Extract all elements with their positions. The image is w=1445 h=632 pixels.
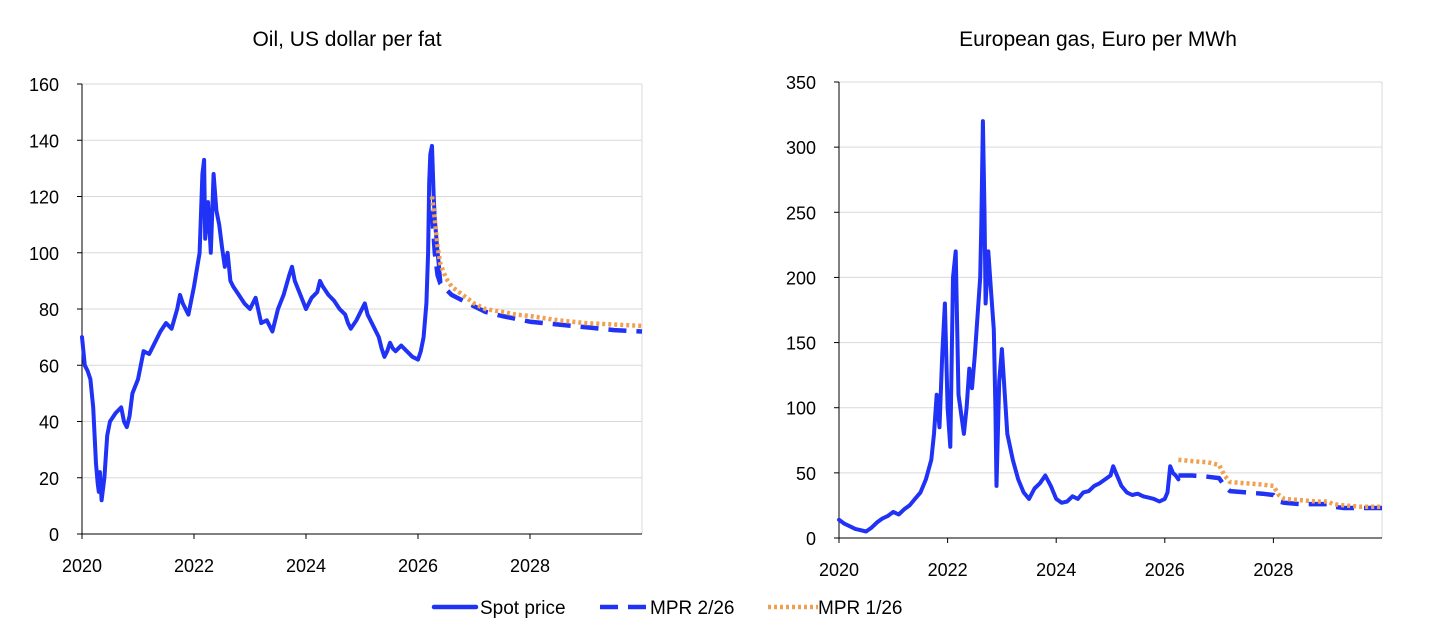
oil-x-tick-label-2028: 2028	[510, 556, 550, 576]
gas-x-tick-label-2022: 2022	[928, 560, 968, 580]
gas-series-lines	[837, 119, 1382, 534]
gas-y-tick-label-150: 150	[786, 334, 816, 354]
legend-label-mpr-feb: MPR 2/26	[650, 598, 734, 619]
oil-y-tick-label-40: 40	[39, 413, 59, 433]
chart-legend: Spot price MPR 2/26 MPR 1/26	[431, 598, 902, 619]
gas-chart-panel: European gas, Euro per MWh 0 50 100 150 200 2…	[786, 28, 1383, 580]
oil-y-tick-label-140: 140	[29, 131, 59, 151]
gas-x-tick-label-2024: 2024	[1036, 560, 1076, 580]
oil-x-tick-label-2022: 2022	[174, 556, 214, 576]
oil-series-mpr-2-26	[429, 210, 643, 334]
legend-label-spot: Spot price	[480, 598, 566, 619]
oil-x-tick-labels: 2020 2022 2024 2026 2028	[62, 534, 550, 576]
oil-y-tick-label-60: 60	[39, 356, 59, 376]
oil-y-tick-labels: 0 20 40 60 80 100 120 140 160	[29, 75, 82, 545]
oil-x-tick-label-2020: 2020	[62, 556, 102, 576]
oil-x-tick-label-2026: 2026	[398, 556, 438, 576]
gas-y-tick-label-250: 250	[786, 203, 816, 223]
oil-x-tick-label-2024: 2024	[286, 556, 326, 576]
oil-chart-title: Oil, US dollar per fat	[252, 28, 441, 51]
gas-y-tick-label-200: 200	[786, 268, 816, 288]
oil-series-spot-price	[80, 143, 443, 503]
gas-y-tick-label-300: 300	[786, 138, 816, 158]
oil-y-tick-label-20: 20	[39, 469, 59, 489]
oil-y-tick-label-80: 80	[39, 300, 59, 320]
gas-series-mpr-2-26	[1178, 473, 1382, 511]
gas-axes	[838, 82, 1382, 539]
oil-series-lines	[80, 143, 643, 503]
oil-y-tick-label-160: 160	[29, 75, 59, 95]
oil-chart-panel: Oil, US dollar per fat 0 20 40 60 80 100 120 14…	[29, 28, 643, 576]
oil-series-mpr-1-26	[429, 196, 643, 329]
gas-x-tick-label-2026: 2026	[1145, 560, 1185, 580]
oil-y-tick-label-120: 120	[29, 188, 59, 208]
gas-gridlines	[839, 81, 1383, 538]
gas-series-spot-price	[837, 119, 1181, 534]
gas-x-tick-label-2028: 2028	[1253, 560, 1293, 580]
gas-x-tick-labels: 2020 2022 2024 2026 2028	[819, 538, 1293, 580]
gas-y-tick-label-0: 0	[806, 529, 816, 549]
gas-series-mpr-1-26	[1178, 457, 1382, 509]
gas-y-tick-label-50: 50	[796, 464, 816, 484]
legend-label-mpr-jan: MPR 1/26	[818, 598, 902, 619]
gas-y-tick-label-100: 100	[786, 399, 816, 419]
gas-y-tick-labels: 0 50 100 150 200 250 300 350	[786, 73, 839, 549]
gas-y-tick-label-350: 350	[786, 73, 816, 93]
gas-x-tick-label-2020: 2020	[819, 560, 859, 580]
gas-chart-title: European gas, Euro per MWh	[959, 28, 1237, 51]
oil-y-tick-label-0: 0	[49, 525, 59, 545]
oil-y-tick-label-100: 100	[29, 244, 59, 264]
